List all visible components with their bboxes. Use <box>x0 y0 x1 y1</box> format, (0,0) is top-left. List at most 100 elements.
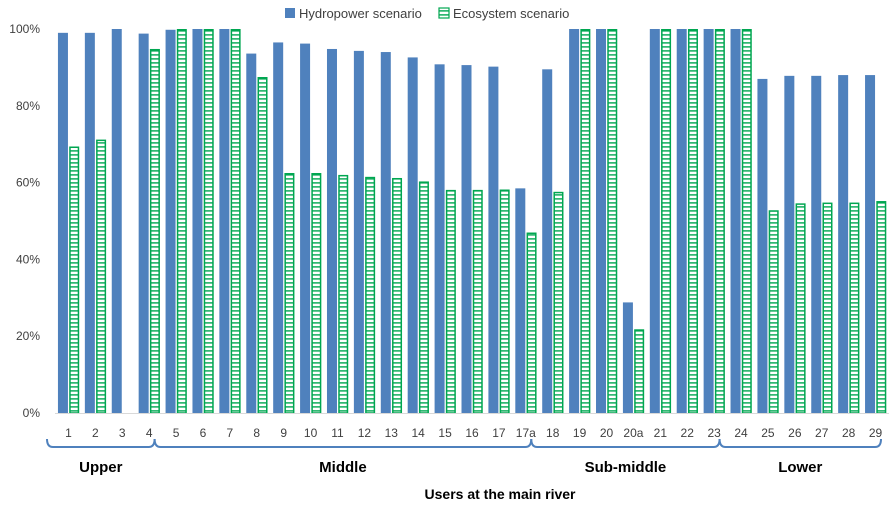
bar-ecosystem <box>230 29 241 414</box>
bar-hydropower <box>273 42 284 413</box>
bar-hydropower <box>380 52 391 413</box>
group-label: Sub-middle <box>585 459 667 476</box>
bar-hydropower <box>649 29 660 413</box>
bar-hydropower <box>676 29 687 413</box>
x-tick-label: 17a <box>516 426 536 440</box>
legend-swatch-hydropower <box>285 8 295 18</box>
x-axis-ticks: 1 2 3 4 5 6 7 8 9 10 11 12 13 14 15 16 17 17a 18 19 20 20a 21 2… <box>65 426 882 440</box>
bar-hydropower <box>111 29 122 413</box>
bar-hydropower <box>246 53 257 414</box>
x-tick-label: 18 <box>546 426 560 440</box>
x-tick-label: 1 <box>65 426 72 440</box>
group-bracket <box>530 438 721 448</box>
x-tick-label: 7 <box>227 426 234 440</box>
bar-ecosystem <box>311 173 322 414</box>
x-tick-label: 4 <box>146 426 153 440</box>
bar-ecosystem <box>634 329 645 414</box>
y-tick-label: 100% <box>9 22 40 36</box>
bar-hydropower <box>865 75 876 413</box>
x-tick-label: 16 <box>465 426 479 440</box>
bar-hydropower <box>703 29 714 413</box>
x-tick-label: 14 <box>412 426 426 440</box>
group-label: Upper <box>79 459 123 476</box>
bar-ecosystem <box>661 29 672 414</box>
y-axis: 0% 20% 40% 60% 80% 100% <box>9 22 40 420</box>
bar-hydropower <box>300 43 311 413</box>
bar-ecosystem <box>795 203 806 414</box>
group-label: Middle <box>319 459 367 476</box>
x-tick-label: 26 <box>788 426 802 440</box>
bar-hydropower <box>57 32 68 414</box>
bar-ecosystem <box>526 232 537 414</box>
x-tick-label: 27 <box>815 426 829 440</box>
x-tick-label: 12 <box>358 426 372 440</box>
x-tick-label: 9 <box>280 426 287 440</box>
bar-ecosystem <box>687 29 698 414</box>
x-tick-label: 23 <box>707 426 721 440</box>
bar-hydropower <box>407 57 418 413</box>
x-tick-label: 17 <box>492 426 506 440</box>
bar-hydropower <box>811 75 822 414</box>
bar-ecosystem <box>203 29 214 414</box>
bar-hydropower <box>488 66 499 413</box>
bar-ecosystem <box>365 176 376 414</box>
bar-hydropower <box>84 32 95 414</box>
bar-ecosystem <box>714 29 725 414</box>
bar-hydropower <box>515 188 526 413</box>
bar-ecosystem <box>418 181 429 414</box>
bar-hydropower <box>165 29 176 413</box>
x-tick-label: 24 <box>734 426 748 440</box>
group-bracket <box>46 438 156 448</box>
bar-hydropower <box>596 29 607 413</box>
x-tick-label: 11 <box>331 426 344 440</box>
bar-ecosystem <box>392 177 403 414</box>
bar-hydropower <box>326 48 337 414</box>
x-tick-label: 28 <box>842 426 856 440</box>
bar-hydropower <box>219 29 230 413</box>
bar-ecosystem <box>338 174 349 414</box>
bars <box>55 29 889 414</box>
bar-hydropower <box>757 78 768 414</box>
bar-hydropower <box>353 50 364 413</box>
group-bracket <box>153 438 533 448</box>
legend-label-ecosystem: Ecosystem scenario <box>453 6 569 21</box>
group-bracket <box>718 438 882 448</box>
x-tick-label: 10 <box>304 426 318 440</box>
bar-ecosystem <box>607 29 618 414</box>
x-tick-label: 2 <box>92 426 99 440</box>
legend-swatch-ecosystem <box>438 7 450 19</box>
bar-hydropower <box>542 69 553 413</box>
x-tick-label: 20a <box>623 426 643 440</box>
legend: Hydropower scenario Ecosystem scenario <box>285 6 569 21</box>
x-tick-label: 13 <box>385 426 399 440</box>
legend-label-hydropower: Hydropower scenario <box>299 6 422 21</box>
bar-ecosystem <box>149 48 160 414</box>
bar-ecosystem <box>553 191 564 414</box>
x-tick-label: 5 <box>173 426 180 440</box>
bar-hydropower <box>138 33 149 413</box>
bar-ecosystem <box>257 77 268 414</box>
bar-ecosystem <box>445 189 456 414</box>
bar-hydropower <box>622 302 633 413</box>
bar-hydropower <box>730 29 741 413</box>
bar-ecosystem <box>580 29 591 414</box>
x-tick-label: 21 <box>654 426 668 440</box>
y-tick-label: 20% <box>16 329 40 343</box>
y-tick-label: 0% <box>23 406 41 420</box>
y-tick-label: 40% <box>16 252 40 266</box>
bar-ecosystem <box>69 146 80 414</box>
group-label: Lower <box>778 459 822 476</box>
bar-ecosystem <box>768 210 779 414</box>
y-tick-label: 60% <box>16 176 40 190</box>
x-tick-label: 25 <box>761 426 775 440</box>
bar-ecosystem <box>499 189 510 414</box>
y-tick-label: 80% <box>16 99 40 113</box>
bar-hydropower <box>838 75 849 413</box>
x-tick-label: 15 <box>438 426 452 440</box>
x-tick-label: 6 <box>200 426 207 440</box>
bar-hydropower <box>461 65 472 413</box>
x-tick-label: 22 <box>681 426 695 440</box>
bar-hydropower <box>569 29 580 413</box>
x-tick-label: 8 <box>253 426 260 440</box>
